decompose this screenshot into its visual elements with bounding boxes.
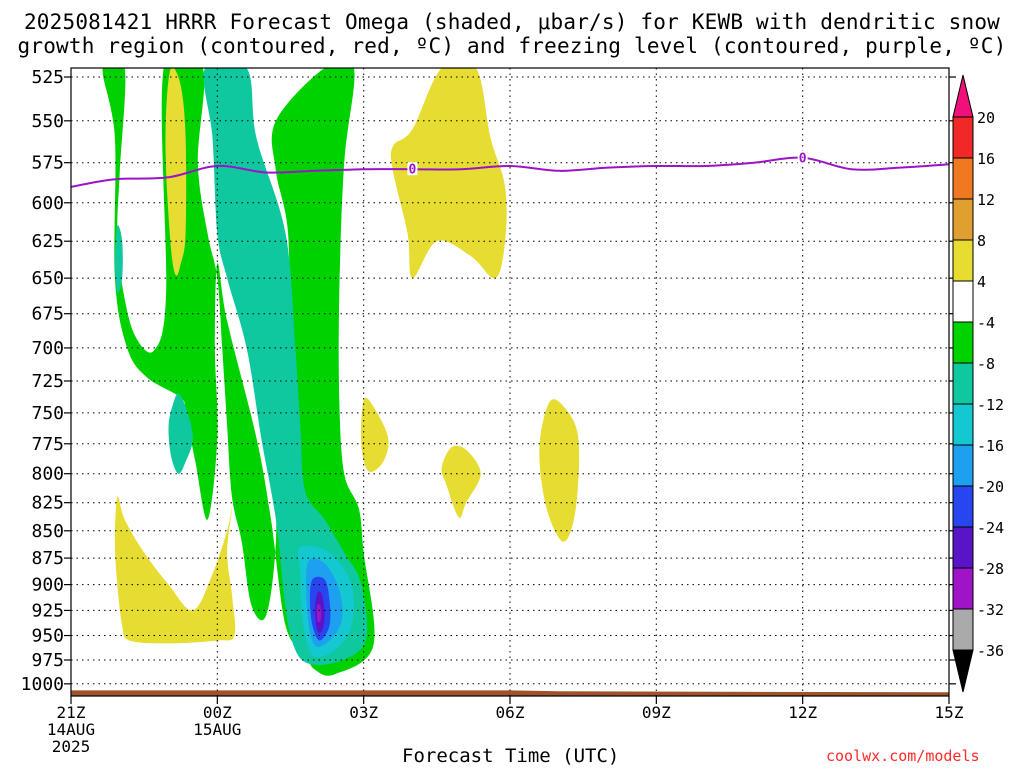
freezing-level-label: 0 — [409, 163, 417, 178]
x-tick-label: 06Z — [496, 703, 525, 722]
colorbar-label: -16 — [977, 437, 1004, 455]
omega-region-2 — [168, 393, 193, 474]
y-tick-label: 650 — [31, 268, 64, 289]
freezing-level-label: 0 — [799, 151, 807, 166]
chart-title-line-1: 2025081421 HRRR Forecast Omega (shaded, … — [23, 10, 1001, 34]
colorbar-bottom-arrow — [952, 649, 974, 693]
y-tick-label: 750 — [31, 403, 64, 424]
omega-region-13 — [539, 399, 580, 542]
y-tick-label: 775 — [31, 434, 64, 455]
colorbar-label: 8 — [977, 232, 986, 250]
surface-terrain — [71, 690, 949, 696]
omega-region-12 — [441, 445, 481, 518]
x-tick-label: 12Z — [788, 703, 817, 722]
y-tick-label: 550 — [31, 111, 64, 132]
colorbar-swatch — [952, 567, 974, 610]
y-tick-label: 975 — [31, 650, 64, 671]
colorbar-label: -24 — [977, 519, 1004, 537]
y-tick-label: 700 — [31, 338, 64, 359]
omega-region-14 — [114, 496, 236, 644]
colorbar-swatch — [952, 321, 974, 364]
colorbar-swatch — [952, 198, 974, 241]
colorbar-swatch — [952, 608, 974, 651]
freezing-level-label-bg — [797, 150, 808, 164]
credit-link[interactable]: coolwx.com/models — [826, 747, 980, 765]
omega-region-1 — [203, 68, 368, 666]
colorbar-swatch — [952, 403, 974, 446]
colorbar-swatch — [952, 526, 974, 569]
x-tick-label: 21Z — [57, 703, 86, 722]
colorbar-swatch — [952, 362, 974, 405]
colorbar-label: -20 — [977, 478, 1004, 496]
colorbar-label: -36 — [977, 642, 1004, 660]
x-tick-sublabel: 2025 — [52, 737, 91, 756]
colorbar-label: -12 — [977, 396, 1004, 414]
omega-region-10 — [165, 68, 187, 276]
x-axis-label: Forecast Time (UTC) — [402, 745, 620, 767]
colorbar-swatch — [952, 280, 974, 323]
colorbar-swatch — [952, 116, 974, 159]
y-tick-label: 525 — [31, 67, 64, 88]
x-tick-label: 15Z — [935, 703, 964, 722]
y-tick-label: 1000 — [21, 674, 64, 695]
omega-region-8 — [316, 604, 322, 623]
y-tick-label: 900 — [31, 575, 64, 596]
colorbar-label: -4 — [977, 314, 995, 332]
y-tick-label: 950 — [31, 626, 64, 647]
x-tick-sublabel: 15AUG — [193, 720, 241, 739]
grid-lines — [71, 68, 949, 696]
colorbar-label: 12 — [977, 191, 995, 209]
surface-fill — [71, 690, 949, 696]
omega-shading — [102, 68, 580, 676]
chart-title-line-2: growth region (contoured, red, ºC) and f… — [17, 34, 1007, 58]
colorbar-swatch — [952, 444, 974, 487]
x-tick-label: 00Z — [203, 703, 232, 722]
omega-region-3 — [114, 225, 123, 293]
x-tick-label: 09Z — [642, 703, 671, 722]
x-tick-sublabel: 14AUG — [47, 720, 95, 739]
omega-region-11 — [360, 397, 389, 473]
colorbar: 20 16 12 8 4 -4 -8 -12 -16 -20 -24 -28 -32 -36 — [952, 74, 1004, 693]
y-tick-label: 575 — [31, 153, 64, 174]
colorbar-label: 16 — [977, 150, 995, 168]
colorbar-top-arrow — [952, 74, 974, 118]
colorbar-label: 4 — [977, 273, 986, 291]
y-tick-label: 875 — [31, 548, 64, 569]
colorbar-swatch — [952, 239, 974, 282]
y-tick-label: 725 — [31, 371, 64, 392]
y-tick-label: 800 — [31, 464, 64, 485]
colorbar-label: -28 — [977, 560, 1004, 578]
y-tick-label: 850 — [31, 521, 64, 542]
colorbar-label: 20 — [977, 109, 995, 127]
colorbar-swatch — [952, 485, 974, 528]
colorbar-label: -8 — [977, 355, 995, 373]
colorbar-label: -32 — [977, 601, 1004, 619]
freezing-level-contour: 00 — [71, 150, 949, 188]
colorbar-swatch — [952, 157, 974, 200]
freezing-level-label-bg — [407, 162, 418, 176]
x-tick-label: 03Z — [349, 703, 378, 722]
omega-region-9 — [390, 68, 507, 279]
y-tick-label: 600 — [31, 193, 64, 214]
y-axis: 525 550 575 600 625 650 675 700 725 750 775 800 825 8… — [21, 67, 956, 695]
y-tick-label: 675 — [31, 304, 64, 325]
y-tick-label: 925 — [31, 600, 64, 621]
y-tick-label: 825 — [31, 493, 64, 514]
y-tick-label: 625 — [31, 231, 64, 252]
